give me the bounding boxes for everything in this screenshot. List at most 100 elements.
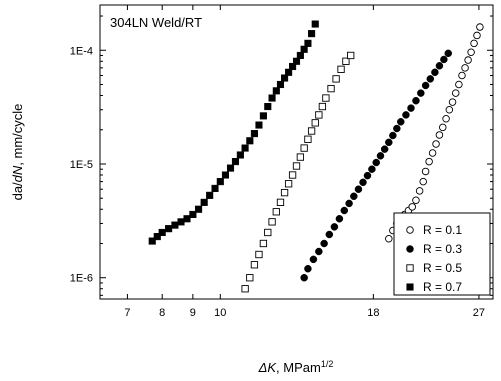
- y-axis-title-part-2: dN: [10, 165, 25, 182]
- data-point: [455, 80, 463, 89]
- data-point: [342, 57, 350, 65]
- y-tick-label: 1E-5: [70, 159, 93, 171]
- data-point: [311, 20, 319, 28]
- data-point: [276, 198, 285, 206]
- data-point: [354, 185, 363, 193]
- data-point: [439, 123, 447, 132]
- data-point: [272, 208, 280, 216]
- data-point: [442, 114, 450, 123]
- data-point: [385, 138, 393, 147]
- data-point: [467, 48, 475, 57]
- legend-marker: [406, 264, 414, 272]
- data-point: [332, 75, 340, 83]
- data-point: [241, 144, 249, 152]
- data-point: [255, 121, 263, 129]
- data-point: [211, 184, 219, 192]
- data-point: [363, 171, 372, 180]
- data-point: [304, 264, 312, 273]
- data-point: [368, 165, 376, 173]
- data-point: [296, 51, 304, 60]
- y-tick-label: 1E-6: [70, 273, 93, 285]
- data-point: [380, 145, 389, 153]
- data-point: [372, 158, 380, 167]
- plot-area-border: [99, 4, 494, 300]
- data-point: [216, 178, 224, 186]
- x-axis-title-symbol: ΔK: [258, 360, 278, 375]
- x-axis: 7 8 9 10 18 27: [124, 5, 485, 319]
- data-point: [288, 171, 297, 179]
- data-point: [281, 74, 289, 82]
- data-point: [407, 104, 415, 112]
- data-point: [296, 153, 305, 161]
- data-point: [255, 250, 263, 259]
- data-point: [445, 105, 454, 114]
- data-point: [206, 191, 214, 199]
- data-point: [292, 162, 301, 170]
- data-point: [307, 127, 316, 135]
- legend-marker: [406, 226, 414, 234]
- data-point: [412, 196, 420, 204]
- data-point: [376, 152, 385, 160]
- data-point: [165, 225, 173, 233]
- data-point: [280, 188, 289, 197]
- data-point: [402, 111, 410, 119]
- data-point: [315, 111, 323, 119]
- data-point: [444, 49, 453, 58]
- data-point: [177, 218, 185, 226]
- data-point: [412, 96, 420, 105]
- y-axis-title-part-3: , mm/cycle: [10, 104, 25, 166]
- x-tick-label: 18: [367, 307, 379, 319]
- data-point: [250, 261, 259, 269]
- data-point: [476, 23, 484, 31]
- data-point: [389, 131, 397, 140]
- data-point: [226, 164, 235, 172]
- data-point: [315, 247, 323, 256]
- data-point: [309, 255, 318, 264]
- legend-marker: [406, 283, 414, 291]
- data-point: [289, 62, 297, 71]
- data-point: [359, 178, 367, 187]
- data-point: [246, 137, 254, 145]
- data-point: [458, 71, 466, 80]
- data-point: [464, 56, 472, 64]
- legend-box: [393, 212, 491, 296]
- data-point: [322, 94, 330, 102]
- data-point: [347, 51, 355, 60]
- data-point: [285, 68, 293, 76]
- y-axis-title: da/dN, mm/cycle: [10, 104, 25, 201]
- data-point: [435, 131, 444, 139]
- data-point: [308, 30, 316, 38]
- data-point: [158, 228, 166, 237]
- legend-label: R = 0.5: [423, 261, 462, 275]
- data-point: [268, 218, 276, 226]
- data-point: [304, 135, 312, 143]
- data-point: [435, 62, 444, 70]
- data-point: [421, 81, 430, 90]
- data-point: [393, 124, 401, 133]
- legend-label: R = 0.7: [423, 280, 462, 294]
- data-point: [397, 118, 405, 126]
- data-point: [473, 31, 481, 40]
- data-point: [417, 89, 425, 97]
- data-point: [304, 39, 312, 47]
- data-point: [325, 230, 334, 239]
- data-point: [231, 158, 240, 166]
- data-point: [428, 149, 437, 157]
- data-point: [337, 65, 345, 73]
- data-point: [350, 192, 358, 201]
- data-point: [272, 87, 280, 95]
- data-point: [426, 75, 435, 83]
- data-point: [300, 45, 308, 53]
- data-point: [421, 167, 430, 176]
- legend-marker: [406, 245, 414, 253]
- data-point: [311, 119, 319, 127]
- data-point: [320, 239, 328, 248]
- data-point: [246, 274, 254, 282]
- data-point: [284, 180, 293, 188]
- data-point: [264, 228, 272, 237]
- data-point: [415, 187, 424, 195]
- data-point: [461, 64, 469, 72]
- data-point: [250, 130, 258, 138]
- y-axis: 1E-6 1E-5 1E-4: [70, 15, 493, 296]
